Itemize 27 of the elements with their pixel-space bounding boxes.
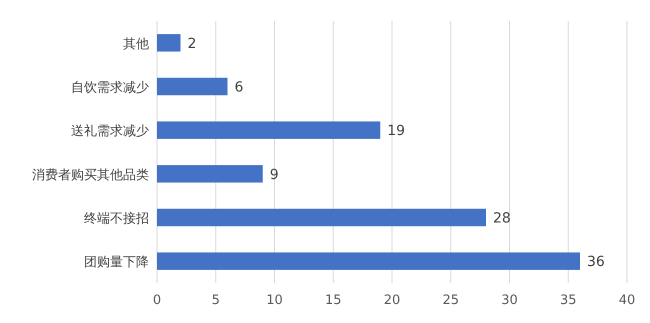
x-tick-label: 25 <box>442 293 460 308</box>
bar <box>157 165 263 183</box>
y-tick-label: 自饮需求减少 <box>71 80 149 96</box>
data-label: 9 <box>270 166 279 183</box>
bar <box>157 252 580 270</box>
data-label: 2 <box>188 36 196 52</box>
x-tick-label: 0 <box>152 293 162 308</box>
x-tick-label: 5 <box>212 293 220 308</box>
bar <box>157 78 228 96</box>
data-label: 28 <box>493 210 511 226</box>
x-tick-label: 10 <box>266 293 283 308</box>
bar <box>157 208 486 226</box>
x-tick-label: 30 <box>501 293 518 308</box>
x-tick-label: 35 <box>560 293 577 308</box>
data-label: 19 <box>387 123 406 140</box>
data-label: 36 <box>587 254 605 270</box>
y-tick-label: 送礼需求减少 <box>71 124 149 140</box>
bar <box>157 34 180 52</box>
y-tick-label: 终端不接招 <box>84 212 149 226</box>
x-tick-label: 40 <box>618 293 636 308</box>
x-tick-label: 15 <box>324 293 342 308</box>
data-label: 6 <box>234 80 244 96</box>
x-tick-label: 20 <box>384 293 400 308</box>
y-tick-label: 其他 <box>123 36 149 52</box>
y-tick-label: 消费者购买其他品类 <box>32 168 149 183</box>
bar <box>157 121 380 139</box>
y-tick-label: 团购量下降 <box>84 255 149 270</box>
